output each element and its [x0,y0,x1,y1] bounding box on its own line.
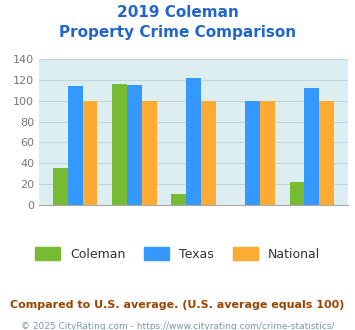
Text: Property Crime Comparison: Property Crime Comparison [59,25,296,40]
Bar [83,101,97,205]
Bar [53,168,68,205]
Legend: Coleman, Texas, National: Coleman, Texas, National [30,242,325,266]
Bar [142,101,157,205]
Bar [245,101,260,205]
Text: 2019 Coleman: 2019 Coleman [116,5,239,20]
Bar [171,194,186,205]
Text: Compared to U.S. average. (U.S. average equals 100): Compared to U.S. average. (U.S. average … [10,300,345,310]
Bar [201,101,215,205]
Bar [68,86,83,205]
Bar [186,78,201,205]
Bar [304,88,319,205]
Bar [260,101,275,205]
Text: © 2025 CityRating.com - https://www.cityrating.com/crime-statistics/: © 2025 CityRating.com - https://www.city… [21,322,334,330]
Bar [112,84,127,205]
Bar [290,182,304,205]
Bar [319,101,334,205]
Bar [127,85,142,205]
